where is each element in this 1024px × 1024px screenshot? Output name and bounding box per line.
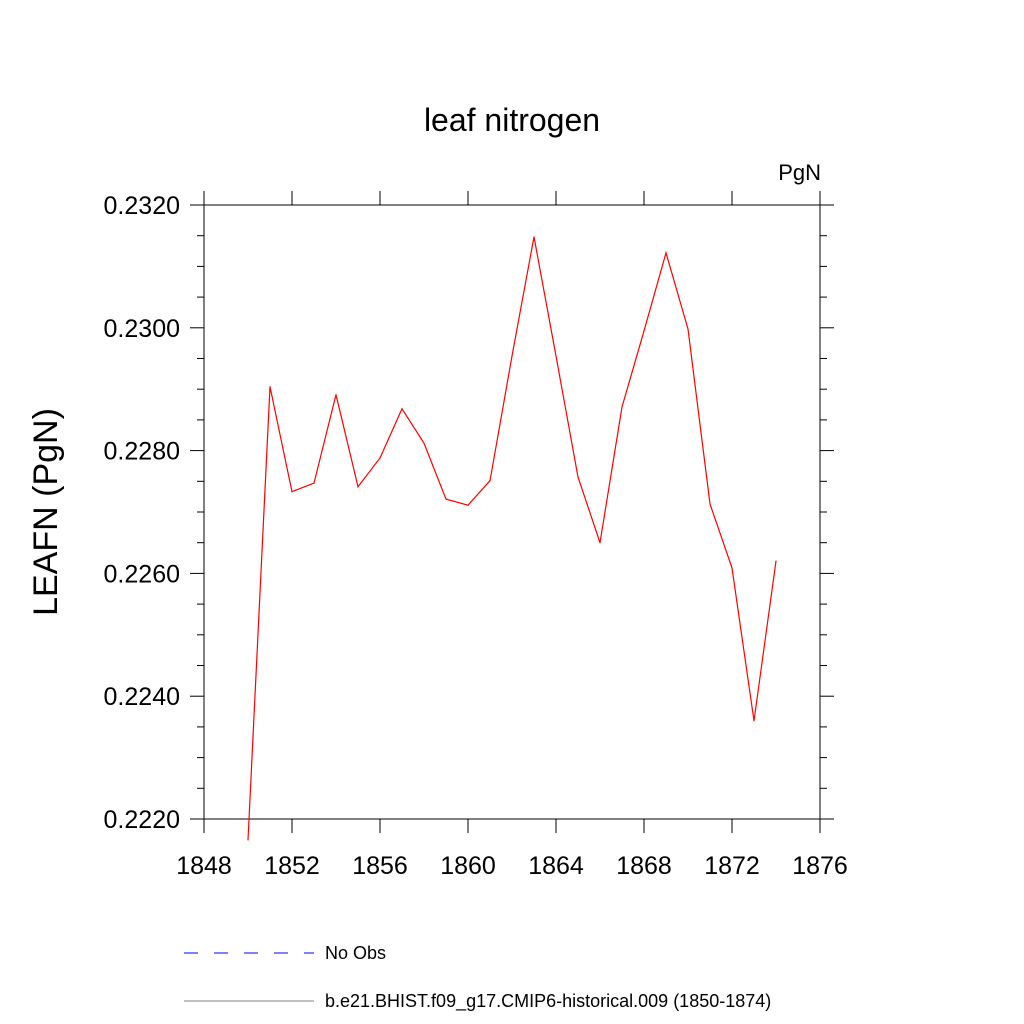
data-point <box>665 252 667 254</box>
data-point <box>467 504 469 506</box>
data-point <box>577 476 579 478</box>
data-point <box>489 480 491 482</box>
data-point <box>533 236 535 238</box>
y-tick-label: 0.2220 <box>104 806 180 834</box>
data-point <box>291 491 293 493</box>
y-tick-label: 0.2320 <box>104 192 180 220</box>
data-point <box>709 503 711 505</box>
data-point <box>511 355 513 357</box>
data-point <box>379 457 381 459</box>
x-tick-label: 1864 <box>528 852 584 880</box>
y-tick-label: 0.2260 <box>104 560 180 588</box>
data-point <box>621 406 623 408</box>
x-tick-label: 1852 <box>264 852 320 880</box>
data-point <box>753 720 755 722</box>
series-lines <box>247 236 777 841</box>
x-tick-labels: 1848 1852 1856 1860 1864 1868 1872 1876 <box>176 852 848 880</box>
data-point <box>423 442 425 444</box>
units-label: PgN <box>778 160 821 185</box>
y-tick-label: 0.2280 <box>104 438 180 466</box>
y-tick-labels: 0.2220 0.2240 0.2260 0.2280 0.2300 0.2320 <box>104 192 180 834</box>
data-point <box>775 560 777 562</box>
y-tick-label: 0.2240 <box>104 683 180 711</box>
data-point <box>555 355 557 357</box>
x-tick-label: 1872 <box>704 852 760 880</box>
x-tick-label: 1848 <box>176 852 232 880</box>
legend: No Obs b.e21.BHIST.f09_g17.CMIP6-histori… <box>184 943 771 1012</box>
y-axis-label: LEAFN (PgN) <box>27 408 65 616</box>
plot-frame <box>203 204 821 820</box>
series-line <box>247 236 777 840</box>
x-tick-label: 1876 <box>792 852 848 880</box>
y-tick-label: 0.2300 <box>104 315 180 343</box>
legend-label-model: b.e21.BHIST.f09_g17.CMIP6-historical.009… <box>325 991 771 1012</box>
x-tick-label: 1868 <box>616 852 672 880</box>
data-point <box>357 486 359 488</box>
data-point <box>269 386 271 388</box>
data-point <box>643 330 645 332</box>
x-tick-label: 1856 <box>352 852 408 880</box>
data-point <box>313 482 315 484</box>
data-point <box>599 542 601 544</box>
data-point <box>401 408 403 410</box>
chart-title: leaf nitrogen <box>424 102 600 138</box>
data-point <box>247 839 249 841</box>
legend-label-no-obs: No Obs <box>325 943 386 963</box>
x-tick-label: 1860 <box>440 852 496 880</box>
data-point <box>731 567 733 569</box>
data-point <box>687 328 689 330</box>
data-point <box>445 498 447 500</box>
data-point <box>335 394 337 396</box>
axis-ticks <box>190 191 834 833</box>
